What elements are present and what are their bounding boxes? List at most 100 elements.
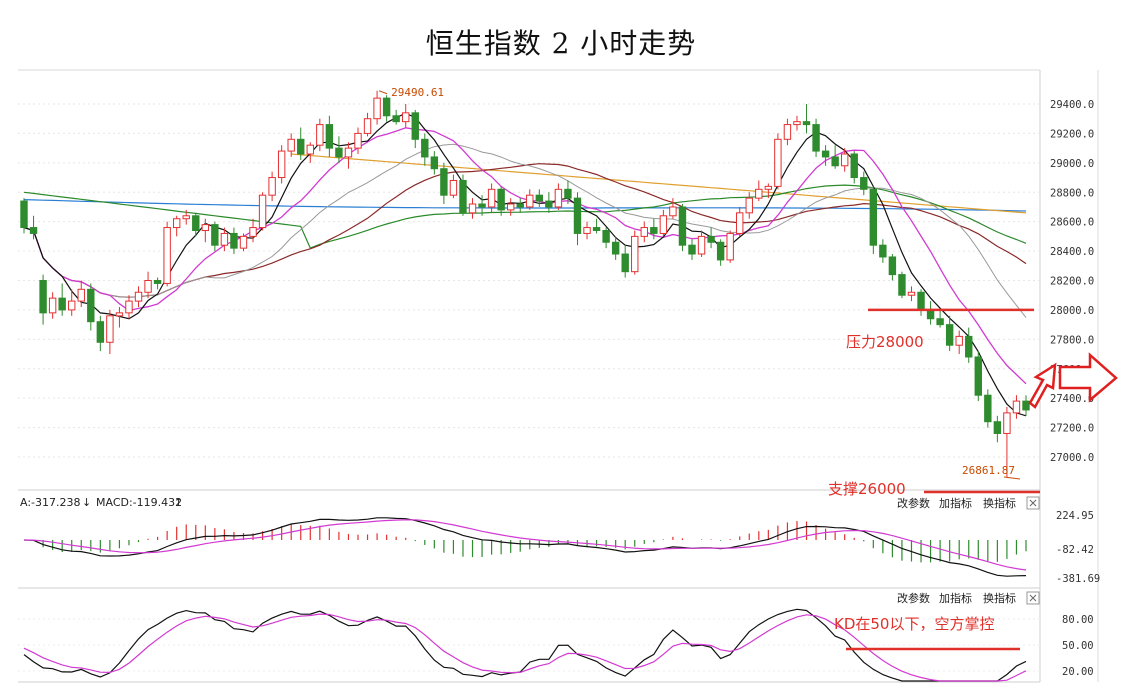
candle-body [421, 138, 429, 158]
candle-body [802, 121, 811, 126]
macd-close-icon[interactable] [1026, 496, 1040, 510]
y-tick-label: 29200.0 [1050, 128, 1094, 140]
candle-body [58, 297, 66, 311]
candle-body [564, 188, 572, 199]
candle-body [965, 335, 973, 358]
candle-body [39, 280, 47, 314]
candle-body [344, 147, 353, 158]
kd-ctrl-change-indicator[interactable]: 换指标 [983, 591, 1016, 605]
candle-body [821, 150, 830, 158]
candle-body [917, 291, 925, 311]
candle-body [526, 194, 534, 208]
candle-body [316, 124, 324, 146]
candle-body [793, 121, 801, 126]
y-tick-label: 28400.0 [1050, 246, 1094, 258]
macd-ctrl-edit-params[interactable]: 改参数 [897, 496, 930, 510]
candle-body [993, 421, 1002, 434]
candle-body [926, 309, 935, 320]
y-tick-label: 28600.0 [1050, 217, 1094, 229]
kd-annotation: KD在50以下，空方掌控 [834, 615, 994, 633]
y-tick-label: 28800.0 [1050, 187, 1094, 199]
candles [20, 90, 1030, 478]
macd-y-tick-label: -381.69 [1056, 573, 1100, 585]
y-tick-label: 27200.0 [1050, 423, 1094, 435]
candle-body [268, 177, 276, 196]
candle-body [506, 203, 515, 211]
candle-body [602, 229, 610, 243]
kd-y-ticks: 80.00 50.00 20.00 [18, 614, 1094, 678]
candle-body [77, 288, 85, 302]
candle-body [716, 241, 725, 261]
candle-body [134, 291, 143, 302]
candle-body [96, 321, 105, 343]
y-tick-label: 27000.0 [1050, 452, 1094, 464]
macd-header-macd: MACD:-119.432 [96, 496, 182, 509]
annotations: 29490.61 26861.87 压力28000 支撑26000 [378, 86, 1040, 498]
macd-y-ticks: 224.95 -82.42 -381.69 [1056, 510, 1100, 585]
candle-body [20, 200, 28, 229]
y-tick-label: 27800.0 [1050, 334, 1094, 346]
macd-ctrl-change-indicator[interactable]: 换指标 [983, 496, 1016, 510]
kd-series [23, 608, 1027, 682]
candle-body [545, 200, 553, 208]
support-label: 支撑26000 [828, 480, 906, 498]
candle-body [831, 156, 839, 167]
candle-body [974, 356, 982, 396]
macd-y-tick-label: 224.95 [1056, 510, 1094, 522]
macd-ctrl-add-indicator[interactable]: 加指标 [939, 496, 972, 510]
candle-body [325, 124, 334, 149]
candle-body [29, 227, 38, 234]
candle-body [287, 138, 295, 152]
candle-body [535, 194, 544, 202]
candle-body [984, 394, 992, 423]
macd-dif-line [23, 517, 1027, 577]
kd-y-tick-label: 50.00 [1062, 640, 1094, 652]
candle-body [192, 215, 200, 231]
candle-body [573, 197, 582, 234]
kd-close-icon[interactable] [1026, 591, 1040, 605]
candle-body [402, 112, 410, 123]
candle-body [688, 244, 696, 255]
candle-body [640, 227, 648, 237]
candle-body [68, 300, 76, 311]
candle-body [669, 206, 677, 217]
candle-body [468, 203, 477, 214]
candle-body [487, 188, 496, 208]
candle-body [726, 232, 734, 261]
candle-body [898, 274, 906, 296]
candle-body [1022, 400, 1030, 411]
candle-body [115, 312, 124, 317]
candle-body [812, 124, 820, 152]
moving-average-lines [23, 112, 1027, 417]
candle-body [516, 203, 524, 208]
ma5-line [23, 112, 1027, 417]
low-pointer [1003, 476, 1021, 480]
candle-body [478, 203, 486, 208]
candle-body [764, 185, 773, 190]
candle-body [392, 115, 400, 123]
candle-body [659, 215, 668, 234]
ma120-line [23, 199, 1027, 212]
candle-body [239, 235, 248, 249]
macd-series [23, 517, 1027, 577]
candle-body [144, 280, 152, 293]
y-tick-label: 29000.0 [1050, 158, 1094, 170]
candle-body [745, 197, 753, 214]
candle-body [220, 232, 229, 246]
candle-body [497, 188, 505, 211]
high-price-label: 29490.61 [391, 86, 444, 99]
candle-body [583, 227, 591, 234]
candle-body [335, 147, 343, 158]
kd-ctrl-add-indicator[interactable]: 加指标 [939, 591, 972, 605]
y-tick-label: 29400.0 [1050, 99, 1094, 111]
resistance-label: 压力28000 [846, 333, 924, 351]
candle-body [888, 256, 897, 276]
candle-body [783, 124, 792, 140]
kd-y-tick-label: 80.00 [1062, 614, 1094, 626]
candle-body [678, 206, 687, 246]
chart-title: 恒生指数 2 小时走势 [425, 27, 697, 60]
candle-body [621, 253, 629, 273]
candle-body [106, 315, 114, 343]
kd-ctrl-edit-params[interactable]: 改参数 [897, 591, 930, 605]
